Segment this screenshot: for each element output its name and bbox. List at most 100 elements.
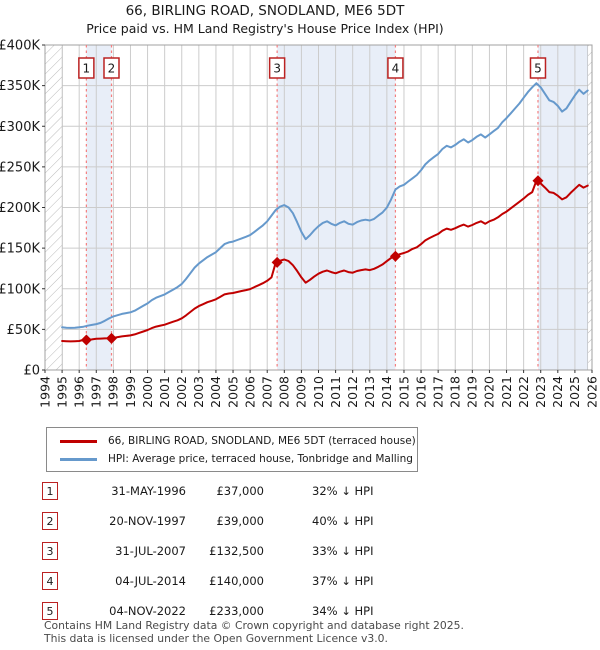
sale-price: £39,000 <box>216 514 264 528</box>
sale-date: 31-JUL-2007 <box>115 544 186 558</box>
sale-badge-number: 3 <box>273 62 281 76</box>
x-axis-label: 2015 <box>396 376 411 408</box>
sale-price: £233,000 <box>209 604 264 618</box>
x-axis-label: 2009 <box>294 376 309 408</box>
y-axis-label: £250K <box>0 160 40 175</box>
sale-date: 04-JUL-2014 <box>115 574 186 588</box>
sale-number-badge: 5 <box>42 602 58 620</box>
page-title: 66, BIRLING ROAD, SNODLAND, ME6 5DT <box>125 3 405 19</box>
y-axis-label: £100K <box>0 282 40 297</box>
x-axis-label: 2012 <box>345 376 360 408</box>
sale-hpi-diff: 34% ↓ HPI <box>312 604 374 618</box>
x-axis-label: 2001 <box>157 376 172 408</box>
sale-badge-box <box>268 57 286 79</box>
footer-line-1: Contains HM Land Registry data © Crown c… <box>44 619 464 632</box>
x-axis-label: 1994 <box>37 376 52 408</box>
y-axis-label: £200K <box>0 201 40 216</box>
sale-badge-box <box>387 57 404 79</box>
sale-badge-box <box>103 57 120 79</box>
legend-row-property: 66, BIRLING ROAD, SNODLAND, ME6 5DT (ter… <box>47 432 417 450</box>
sale-marker <box>105 332 117 344</box>
price-history-chart: 1 2 3 4 5 £0 £50K £100K £150K £200K £250K £300K £350… <box>0 39 599 408</box>
sale-badge-number: 1 <box>83 62 91 76</box>
license-footer: Contains HM Land Registry data © Crown c… <box>44 619 464 646</box>
x-axis-label: 2021 <box>499 376 514 408</box>
x-axis-label: 1997 <box>89 376 104 408</box>
sale-badge-number: 5 <box>534 62 542 76</box>
x-axis-label: 2006 <box>242 376 257 408</box>
x-axis-label: 1998 <box>106 376 121 408</box>
sale-hpi-diff: 33% ↓ HPI <box>312 544 374 558</box>
sale-row: 4 04-JUL-2014 £140,000 37% ↓ HPI <box>42 566 373 596</box>
sale-badge-number: 4 <box>392 62 400 76</box>
no-data-hatch <box>44 44 63 371</box>
property-price-line <box>61 179 589 343</box>
x-axis-label: 2019 <box>465 376 480 408</box>
sale-marker <box>532 175 544 187</box>
x-axis-label: 1995 <box>54 376 69 408</box>
x-axis-label: 2013 <box>362 376 377 408</box>
page-subtitle: Price paid vs. HM Land Registry's House … <box>86 21 444 36</box>
x-axis-label: 2023 <box>533 376 548 408</box>
y-axis-label: £350K <box>0 79 40 94</box>
sale-number-badge: 4 <box>42 572 58 590</box>
x-axis-label: 2004 <box>208 376 223 408</box>
x-axis-label: 2010 <box>311 376 326 408</box>
y-axis-label: £150K <box>0 242 40 257</box>
sale-hpi-diff: 37% ↓ HPI <box>312 574 374 588</box>
sale-date: 20-NOV-1997 <box>109 514 186 528</box>
sale-date: 04-NOV-2022 <box>109 604 186 618</box>
x-axis-label: 2002 <box>174 376 189 408</box>
sale-hpi-diff: 32% ↓ HPI <box>312 484 374 498</box>
sale-row: 5 04-NOV-2022 £233,000 34% ↓ HPI <box>42 596 373 626</box>
chart-legend: 66, BIRLING ROAD, SNODLAND, ME6 5DT (ter… <box>46 427 418 472</box>
sale-marker <box>271 256 283 268</box>
x-axis-label: 2018 <box>448 376 463 408</box>
x-axis-label: 2026 <box>584 376 599 408</box>
no-data-hatch <box>587 44 593 371</box>
x-axis-label: 2000 <box>140 376 155 408</box>
sale-marker <box>389 250 401 262</box>
footer-line-2: This data is licensed under the Open Gov… <box>44 631 388 645</box>
sale-number-badge: 1 <box>42 482 58 500</box>
x-axis-label: 2007 <box>260 376 275 408</box>
sale-row: 1 31-MAY-1996 £37,000 32% ↓ HPI <box>42 476 373 506</box>
legend-row-hpi: HPI: Average price, terraced house, Tonb… <box>47 450 417 468</box>
x-axis-label: 2024 <box>550 376 565 408</box>
sale-price: £132,500 <box>209 544 264 558</box>
hpi-line-swatch <box>60 457 97 461</box>
x-axis-label: 2017 <box>430 376 445 408</box>
sale-price: £37,000 <box>216 484 264 498</box>
x-axis-label: 2022 <box>516 376 531 408</box>
sales-table: 1 31-MAY-1996 £37,000 32% ↓ HPI 2 20-NOV… <box>42 476 373 626</box>
y-axis-label: £300K <box>0 120 40 135</box>
sale-number-badge: 3 <box>42 542 58 560</box>
sale-badge-box <box>78 57 95 79</box>
y-axis-label: £50K <box>7 323 41 338</box>
x-axis-label: 2014 <box>379 376 394 408</box>
sale-badge-box <box>529 57 547 79</box>
x-axis-label: 2020 <box>482 376 497 408</box>
sale-row: 3 31-JUL-2007 £132,500 33% ↓ HPI <box>42 536 373 566</box>
sale-row: 2 20-NOV-1997 £39,000 40% ↓ HPI <box>42 506 373 536</box>
sale-date: 31-MAY-1996 <box>111 484 186 498</box>
x-axis-label: 2016 <box>413 376 428 408</box>
x-axis-label: 2008 <box>277 376 292 408</box>
y-axis-label: £400K <box>0 39 40 54</box>
x-axis-label: 2003 <box>191 376 206 408</box>
legend-hpi-label: HPI: Average price, terraced house, Tonb… <box>108 453 413 465</box>
hpi-line <box>61 82 589 329</box>
sale-badge-number: 2 <box>108 62 116 76</box>
sale-number-badge: 2 <box>42 512 58 530</box>
sale-marker <box>80 334 92 346</box>
y-axis-label: £0 <box>23 364 40 379</box>
sale-hpi-diff: 40% ↓ HPI <box>312 514 374 528</box>
sale-price: £140,000 <box>209 574 264 588</box>
legend-property-label: 66, BIRLING ROAD, SNODLAND, ME6 5DT (ter… <box>108 435 416 447</box>
x-axis-label: 2025 <box>567 376 582 408</box>
x-axis-label: 1996 <box>71 376 86 408</box>
x-axis-label: 2011 <box>328 376 343 408</box>
x-axis-label: 1999 <box>123 376 138 408</box>
property-line-swatch <box>60 439 97 443</box>
